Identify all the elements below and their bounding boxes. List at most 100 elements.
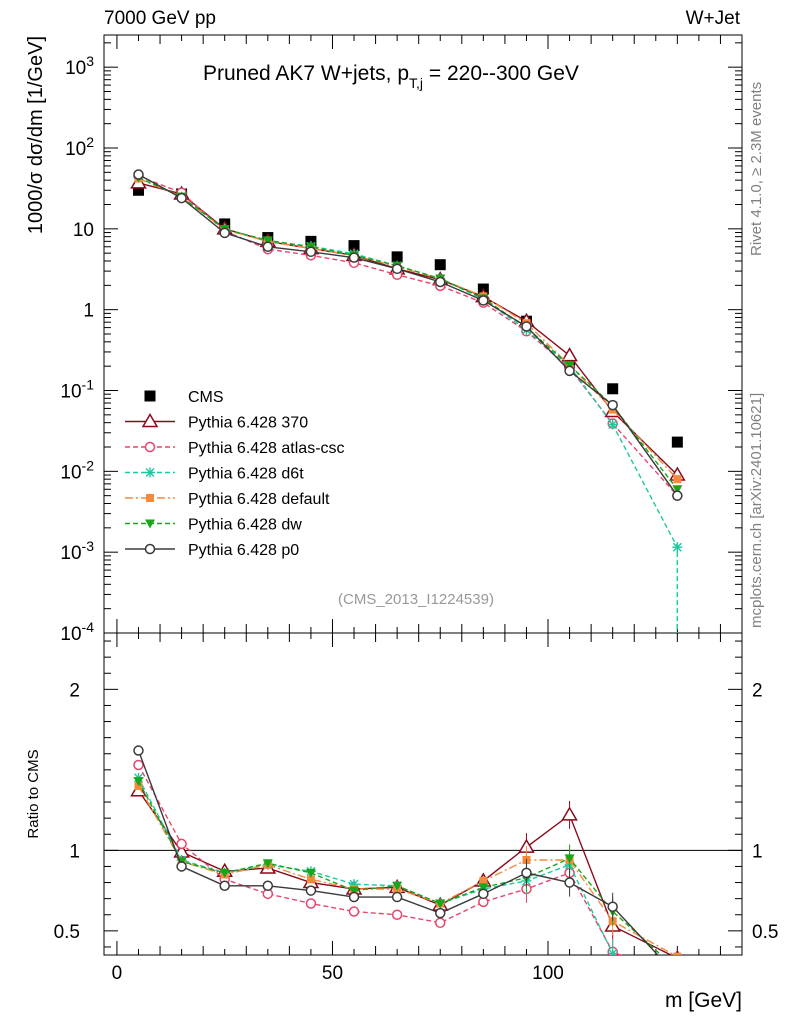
legend-label-atlas: Pythia 6.428 atlas-csc	[188, 440, 345, 457]
legend-marker-atlas	[144, 441, 156, 453]
main-point-p0	[305, 246, 317, 258]
ratio-point-dw	[349, 886, 360, 896]
ratio-point-dw	[133, 777, 144, 787]
main-point-p0	[564, 365, 575, 377]
main-point-d6t	[607, 419, 618, 430]
ratio-point-d6t	[607, 948, 618, 955]
ratio-point-dw	[219, 868, 230, 878]
ratio-point-p0	[434, 907, 446, 919]
main-point-d6t	[672, 542, 683, 553]
header-right: W+Jet	[685, 8, 740, 29]
legend-marker-dw	[145, 519, 155, 529]
main-point-dw	[672, 485, 683, 495]
main-point-p0	[391, 263, 403, 275]
ratio-point-dw	[262, 859, 273, 869]
main-point-p0	[521, 321, 532, 332]
legend-marker-d6t	[145, 467, 155, 478]
x-tick-label: 0	[112, 963, 123, 984]
ratio-point-p0	[305, 885, 317, 896]
legend-label-default: Pythia 6.428 default	[188, 491, 330, 508]
rivet-version-label: Rivet 4.1.0, ≥ 2.3M events	[748, 81, 765, 256]
x-axis-label: m [GeV]	[665, 989, 742, 1012]
main-point-p0	[219, 227, 230, 239]
ratio-point-dw	[392, 881, 403, 891]
main-point-p0	[478, 295, 489, 306]
ratio-point-atlas	[391, 909, 403, 920]
main-y-tick-label: 10-2	[60, 457, 94, 483]
ratio-series-group	[130, 745, 682, 984]
ratio-point-atlas	[305, 898, 317, 909]
main-point-cms	[607, 383, 619, 395]
legend-label-p370: Pythia 6.428 370	[188, 415, 308, 432]
ratio-point-p0	[673, 971, 682, 980]
main-point-cms	[434, 259, 446, 271]
legend-label-cms: CMS	[188, 389, 224, 406]
main-point-default	[673, 475, 682, 484]
ratio-point-p0	[564, 877, 575, 888]
main-point-p0	[607, 399, 618, 411]
x-tick-label: 50	[322, 963, 343, 984]
ratio-point-p370	[561, 806, 578, 821]
main-series-group	[130, 169, 686, 633]
main-point-cms	[391, 251, 403, 263]
legend-marker-cms	[144, 390, 156, 402]
legend-label-d6t: Pythia 6.428 d6t	[188, 466, 304, 483]
ratio-plot-frame	[103, 632, 743, 956]
ratio-point-dw	[478, 883, 489, 893]
ratio-point-p0	[262, 880, 274, 892]
ratio-point-p0	[521, 867, 532, 879]
ratio-y-tick-label: 1	[69, 841, 80, 862]
main-point-p0	[262, 241, 274, 253]
ratio-point-atlas	[176, 838, 187, 850]
main-point-p0	[672, 490, 683, 501]
ratio-series-line-p0	[137, 750, 659, 955]
ratio-y-tick-label-right: 0.5	[752, 922, 778, 943]
main-point-p0	[434, 276, 446, 288]
main-point-p0	[176, 192, 187, 204]
x-tick-label: 100	[532, 963, 564, 984]
analysis-watermark: (CMS_2013_I1224539)	[338, 591, 494, 608]
ratio-point-p0	[219, 880, 230, 892]
ratio-point-p0	[133, 745, 144, 756]
ratio-point-default	[306, 875, 315, 884]
ratio-y-tick-label-right: 1	[752, 841, 763, 862]
main-y-tick-label: 103	[65, 53, 94, 79]
legend-label-dw: Pythia 6.428 dw	[188, 517, 302, 534]
ratio-point-atlas	[133, 759, 144, 771]
header-left: 7000 GeV pp	[104, 8, 216, 29]
ratio-point-p0	[607, 901, 618, 912]
main-plot-title: Pruned AK7 W+jets, pT,j = 220--300 GeV	[203, 62, 579, 91]
main-series-line-d6t	[138, 176, 679, 633]
ratio-point-atlas	[348, 906, 360, 917]
main-point-cms	[348, 240, 360, 252]
main-y-tick-label: 1	[83, 301, 94, 322]
ratio-point-atlas	[434, 917, 446, 929]
ratio-point-atlas	[673, 975, 682, 984]
mcplots-site-label: mcplots.cern.ch [arXiv:2401.10621]	[748, 392, 765, 628]
ratio-point-dw	[305, 868, 316, 878]
ratio-point-dw	[564, 854, 575, 864]
ratio-point-default	[673, 952, 682, 955]
main-point-cms	[132, 184, 144, 196]
legend-marker-default	[146, 494, 154, 502]
main-point-cms	[671, 436, 683, 448]
main-y-tick-label: 10-4	[60, 619, 94, 645]
ratio-y-tick-label: 0.5	[54, 922, 80, 943]
ratio-point-p0	[176, 861, 187, 872]
ratio-y-axis-label: Ratio to CMS	[25, 749, 42, 838]
ratio-point-p0	[391, 891, 403, 903]
legend-marker-p0	[144, 543, 156, 555]
main-point-p0	[348, 252, 360, 263]
main-y-axis-label: 1000/σ dσ/dm [1/GeV]	[25, 36, 47, 234]
ratio-y-tick-label-right: 2	[752, 680, 763, 701]
main-y-tick-label: 102	[65, 134, 94, 160]
main-y-tick-label: 10	[73, 220, 94, 241]
ratio-point-dw	[435, 899, 446, 909]
main-point-p0	[133, 169, 144, 180]
main-point-p370	[561, 347, 578, 362]
ratio-point-p0	[478, 888, 489, 900]
main-point-dw	[262, 236, 273, 246]
ratio-point-dw	[672, 965, 682, 974]
legend-marker-p370	[141, 413, 159, 428]
